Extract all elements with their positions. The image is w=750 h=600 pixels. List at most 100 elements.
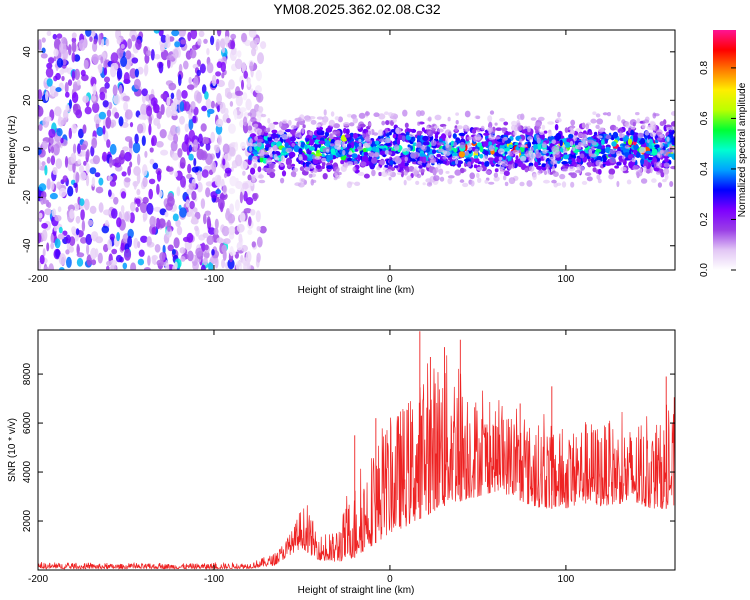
noise-cell	[172, 48, 179, 59]
noise-cell	[144, 150, 148, 158]
signal-cell	[416, 135, 421, 141]
halo-cell	[371, 157, 378, 164]
noise-cell	[153, 206, 162, 212]
noise-cell	[75, 215, 81, 224]
noise-cell	[144, 53, 150, 64]
noise-cell	[188, 144, 192, 153]
halo-cell	[280, 155, 286, 163]
noise-cell	[47, 57, 55, 64]
noise-cell	[87, 219, 94, 226]
signal-cell	[602, 163, 606, 168]
noise-cell	[41, 37, 46, 43]
noise-cell	[180, 175, 186, 188]
halo-cell	[356, 125, 361, 129]
noise-cell	[193, 106, 199, 116]
noise-cell	[38, 260, 42, 270]
noise-cell	[46, 178, 51, 190]
noise-cell	[58, 114, 62, 124]
signal-cell	[250, 167, 256, 175]
noise-cell	[106, 265, 110, 270]
halo-cell	[511, 124, 516, 131]
noise-cell	[240, 141, 246, 149]
noise-cell	[255, 210, 261, 223]
noise-cell	[43, 266, 49, 270]
halo-cell	[417, 121, 421, 126]
signal-cell	[281, 147, 287, 154]
noise-cell	[226, 91, 233, 100]
noise-cell	[194, 225, 199, 232]
noise-cell	[236, 241, 243, 251]
halo-cell	[534, 122, 542, 128]
noise-cell	[103, 244, 109, 253]
signal-cell	[665, 124, 672, 129]
noise-cell	[140, 103, 148, 116]
noise-cell	[191, 166, 199, 173]
halo-cell	[488, 181, 495, 185]
signal-cell	[322, 173, 328, 180]
halo-cell	[570, 181, 575, 188]
noise-cell	[103, 209, 111, 216]
noise-cell	[179, 247, 186, 254]
halo-cell	[662, 149, 669, 157]
signal-cell	[363, 152, 369, 156]
halo-cell	[278, 129, 285, 135]
halo-cell	[670, 111, 675, 116]
halo-cell	[297, 141, 302, 147]
spectrogram-x-label: Height of straight line (km)	[298, 285, 415, 296]
signal-cell	[271, 129, 278, 134]
signal-cell	[345, 128, 350, 135]
noise-cell	[46, 156, 51, 164]
noise-cell	[238, 233, 243, 244]
halo-cell	[548, 132, 553, 137]
noise-cell	[200, 198, 206, 210]
signal-cell	[384, 142, 392, 146]
noise-cell	[54, 238, 61, 249]
halo-cell	[542, 149, 548, 154]
noise-cell	[91, 137, 98, 149]
noise-cell	[255, 69, 262, 82]
signal-cell	[378, 145, 386, 149]
halo-cell	[258, 174, 264, 179]
noise-cell	[142, 196, 149, 204]
halo-cell	[332, 131, 337, 136]
halo-cell	[403, 170, 408, 176]
noise-cell	[153, 117, 161, 126]
signal-cell	[564, 165, 569, 169]
noise-cell	[109, 233, 116, 241]
signal-cell	[617, 128, 624, 134]
halo-cell	[384, 111, 389, 115]
noise-cell	[177, 148, 183, 158]
noise-cell	[197, 38, 202, 46]
halo-cell	[453, 141, 458, 148]
noise-cell	[206, 216, 211, 228]
noise-cell	[98, 111, 107, 120]
halo-cell	[406, 147, 411, 152]
signal-cell	[317, 129, 322, 133]
halo-cell	[294, 131, 302, 138]
signal-cell	[494, 168, 499, 173]
halo-cell	[368, 122, 372, 126]
halo-cell	[485, 170, 492, 175]
signal-cell	[318, 140, 326, 145]
noise-cell	[80, 144, 87, 151]
noise-cell	[51, 208, 57, 218]
noise-cell	[254, 37, 260, 44]
noise-cell	[251, 241, 256, 248]
halo-cell	[577, 132, 583, 138]
noise-cell	[58, 187, 67, 198]
halo-cell	[274, 157, 280, 161]
halo-cell	[493, 176, 500, 182]
noise-cell	[166, 54, 174, 61]
noise-cell	[140, 235, 148, 243]
noise-cell	[196, 69, 201, 77]
noise-cell	[114, 112, 120, 119]
noise-cell	[203, 38, 208, 44]
signal-cell	[374, 140, 380, 145]
noise-cell	[135, 39, 142, 50]
noise-cell	[98, 33, 102, 46]
signal-cell	[379, 150, 384, 156]
halo-cell	[430, 139, 437, 147]
snr-x-ticks: -200 -100 0 100	[28, 330, 575, 585]
signal-cell	[482, 141, 489, 147]
signal-cell	[473, 155, 479, 159]
